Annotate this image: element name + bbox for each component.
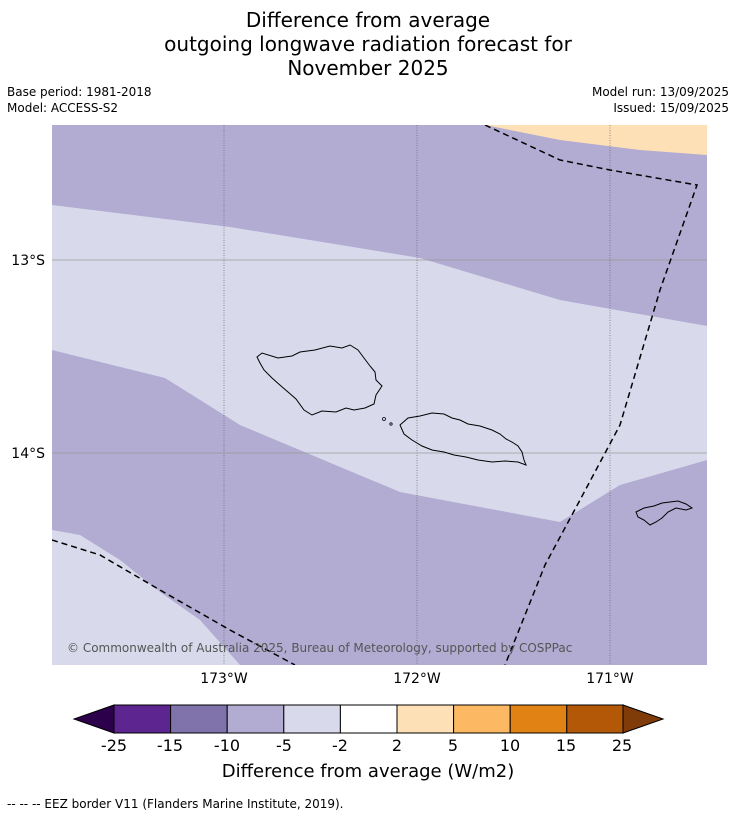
island-savaii <box>256 344 383 416</box>
colorbar-extend-low <box>72 704 115 734</box>
colorbar-tick-label: -25 <box>100 736 128 755</box>
lat-label-14s: 14°S <box>11 446 45 462</box>
colorbar-bin-1 <box>113 704 172 734</box>
island-tutuila <box>635 500 694 526</box>
issued-date: Issued: 15/09/2025 <box>613 101 729 115</box>
base-period: Base period: 1981-2018 <box>7 85 152 99</box>
colorbar-tick-label: 5 <box>447 736 459 755</box>
colorbar-tick-label: -5 <box>276 736 292 755</box>
map-credit: © Commonwealth of Australia 2025, Bureau… <box>67 641 573 655</box>
anomaly-band-minus2-to-minus5 <box>52 205 707 522</box>
model-run: Model run: 13/09/2025 <box>591 85 729 99</box>
colorbar-tick-label: -2 <box>332 736 348 755</box>
colorbar-extend-high <box>622 704 665 734</box>
lon-label-172w: 172°W <box>393 671 441 687</box>
eez-border-southwest <box>52 539 296 665</box>
colorbar-bin-2 <box>170 704 228 734</box>
eez-footnote: -- -- -- EEZ border V11 (Flanders Marine… <box>7 797 344 811</box>
colorbar-bin-4 <box>283 704 341 734</box>
title-line-2: outgoing longwave radiation forecast for <box>164 32 572 56</box>
meta-right: Model run: 13/09/2025 Issued: 15/09/2025 <box>592 84 729 116</box>
colorbar-bin-8 <box>509 704 568 734</box>
colorbar-tick-label: 10 <box>499 736 521 755</box>
colorbar-title: Difference from average (W/m2) <box>221 761 515 782</box>
colorbar-tick-label: -10 <box>213 736 241 755</box>
map-plot-area <box>52 125 707 665</box>
colorbar-bin-9 <box>566 704 624 734</box>
colorbar-tick-label: 2 <box>391 736 403 755</box>
island-upolu <box>399 412 527 466</box>
lon-label-173w: 173°W <box>200 671 248 687</box>
colorbar-bin-7 <box>453 704 511 734</box>
lon-label-171w: 171°W <box>586 671 634 687</box>
colorbar-tick-label: 15 <box>555 736 577 755</box>
colorbar-bin-6 <box>396 704 455 734</box>
title-line-3: November 2025 <box>287 56 449 80</box>
colorbar-tick-label: -15 <box>156 736 184 755</box>
colorbar <box>72 704 665 734</box>
eez-border-east <box>484 125 699 665</box>
lat-label-13s: 13°S <box>11 253 45 269</box>
model-name: Model: ACCESS-S2 <box>7 101 119 115</box>
anomaly-band-plus2-to-plus5 <box>485 125 707 155</box>
colorbar-bin-5 <box>339 704 398 734</box>
colorbar-tick-label: 25 <box>611 736 633 755</box>
title-line-1: Difference from average <box>245 8 491 32</box>
meta-left: Base period: 1981-2018 Model: ACCESS-S2 <box>7 84 152 116</box>
anomaly-band-minus2-to-minus5-sw <box>52 530 240 665</box>
colorbar-bin-3 <box>226 704 285 734</box>
map-title: Difference from average outgoing longwav… <box>0 8 736 80</box>
islet-apolima <box>389 422 393 426</box>
islet-manono <box>382 417 386 421</box>
